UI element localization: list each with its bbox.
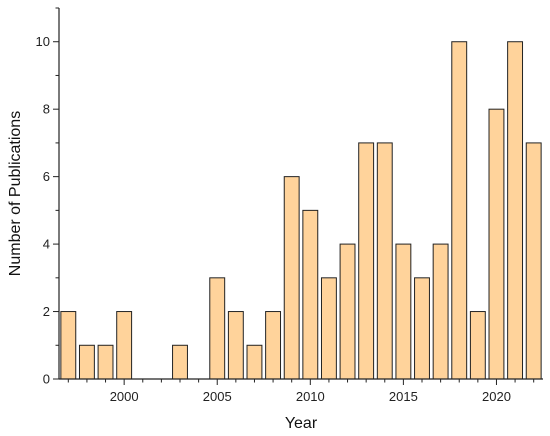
bar-2006: [227, 311, 244, 380]
y-tick-label-10: 10: [36, 34, 50, 49]
bar-2021: [507, 41, 524, 380]
x-axis-title: Year: [285, 415, 318, 432]
bar-2010: [302, 209, 319, 380]
axes-group: [58, 8, 543, 380]
y-axis-title: Number of Publications: [7, 111, 24, 276]
x-tick-label-2020: 2020: [482, 389, 511, 404]
bar-2016: [414, 277, 430, 380]
bar-1998: [78, 344, 95, 380]
bars-group: [60, 41, 542, 380]
x-tick-label-2005: 2005: [203, 389, 232, 404]
bar-2005: [209, 277, 226, 380]
y-ticks-group: 0 2 4 6 8 10: [36, 7, 59, 387]
bar-2011: [320, 277, 337, 380]
x-ticks-group: 2000 2005 2010 2015 2020: [67, 379, 535, 404]
bar-2012: [339, 243, 356, 380]
bar-2018: [451, 41, 468, 380]
bar-2017: [432, 243, 449, 380]
bar-2020: [488, 108, 505, 380]
bar-2003: [172, 344, 188, 380]
bar-2009: [283, 176, 300, 380]
y-tick-label-6: 6: [43, 169, 50, 184]
x-tick-label-2015: 2015: [389, 389, 418, 404]
bar-2008: [265, 311, 282, 380]
bar-2019: [469, 311, 486, 380]
x-tick-label-2000: 2000: [110, 389, 139, 404]
bar-1999: [97, 344, 114, 380]
y-tick-label-4: 4: [43, 237, 50, 252]
bar-1997: [60, 311, 77, 380]
bar-2000: [116, 311, 133, 380]
y-tick-label-2: 2: [43, 304, 50, 319]
y-tick-label-8: 8: [43, 102, 50, 117]
bar-2013: [358, 142, 375, 380]
y-tick-label-0: 0: [43, 372, 50, 387]
bar-2014: [376, 142, 393, 380]
bar-2022: [525, 142, 542, 380]
x-tick-label-2010: 2010: [296, 389, 325, 404]
bar-2015: [395, 243, 412, 380]
bar-2007: [246, 344, 263, 380]
